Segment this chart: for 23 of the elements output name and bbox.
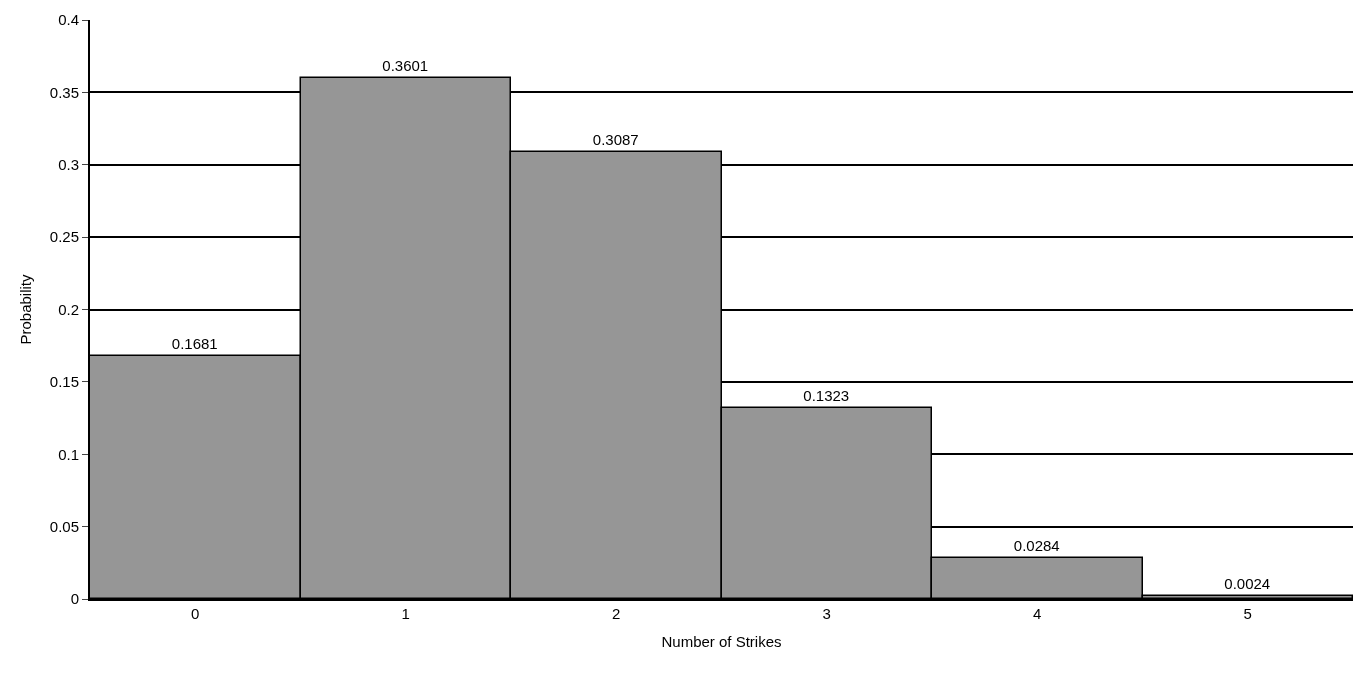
y-tick-label: 0.35 <box>49 83 79 101</box>
x-tick-label: 3 <box>822 605 831 622</box>
x-tick-label: 4 <box>1033 605 1042 622</box>
y-tick-label: 0.4 <box>58 11 79 29</box>
y-tick-label: 0.25 <box>49 228 79 246</box>
y-tick-label: 0.1 <box>58 445 79 463</box>
y-tick-label: 0.15 <box>49 373 79 391</box>
x-tick-label: 2 <box>612 605 621 622</box>
data-label: 0.1681 <box>171 335 218 353</box>
y-tick-label: 0.2 <box>58 300 79 318</box>
data-label: 0.3087 <box>592 131 639 149</box>
x-tick-label: 1 <box>401 605 410 622</box>
data-label: 0.0024 <box>1224 575 1271 593</box>
y-tick-label: 0 <box>70 590 79 608</box>
data-label: 0.1323 <box>803 387 850 405</box>
data-label: 0.0284 <box>1013 537 1060 555</box>
data-label: 0.3601 <box>382 57 429 75</box>
x-tick-label: 5 <box>1243 605 1252 622</box>
x-tick-label: 0 <box>191 605 200 622</box>
x-axis-title: Number of Strikes <box>661 632 782 650</box>
y-axis-title: Probability <box>16 273 34 345</box>
y-tick-label: 0.3 <box>58 156 79 173</box>
y-tick-label: 0.05 <box>49 517 79 535</box>
